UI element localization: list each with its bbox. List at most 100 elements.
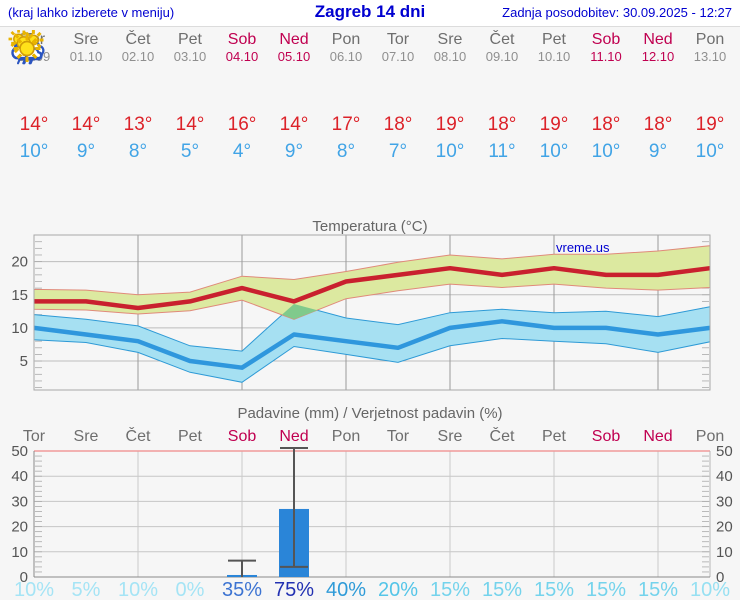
high-temp: 14°	[175, 114, 205, 135]
day-date: 10.10	[537, 49, 571, 64]
temperature-chart-title: Temperatura (°C)	[312, 218, 428, 235]
precip-day-label: Pon	[696, 428, 724, 445]
high-temp: 19°	[695, 114, 725, 135]
low-temp: 8°	[336, 141, 356, 162]
sunny-icon	[13, 35, 476, 109]
precip-probability: 15%	[430, 579, 470, 600]
cloudy-icon	[8, 34, 60, 109]
partly-cloudy-icon	[11, 30, 112, 109]
low-temp: 10°	[539, 141, 569, 162]
day-date: 05.10	[277, 49, 311, 64]
day-date: 12.10	[641, 49, 675, 64]
day-name: Sre	[437, 31, 463, 48]
forecast-day-column: Pet 10.10 19° 10°	[13, 30, 580, 165]
precip-day-label: Tor	[23, 428, 46, 445]
last-update-label: Zadnja posodobitev: 30.09.2025 - 12:27	[502, 5, 732, 20]
y-axis-tick-label: 50	[716, 443, 733, 460]
band-overlap	[282, 304, 318, 320]
day-date: 06.10	[329, 49, 363, 64]
low-temp: 8°	[128, 141, 148, 162]
y-axis-tick-label: 40	[716, 468, 733, 485]
day-name: Pon	[331, 31, 361, 48]
high-temp: 17°	[331, 114, 361, 135]
precip-probability: 40%	[326, 579, 366, 600]
low-temp: 9°	[284, 141, 304, 162]
precip-day-label: Sre	[74, 428, 99, 445]
precipitation-plot: Tor Sre Čet Pet Sob Ned Pon Tor Sre Čet Pet Sob Ned P…	[11, 426, 733, 600]
high-temp: 14°	[71, 114, 101, 135]
low-temp: 10°	[695, 141, 725, 162]
high-temp: 18°	[383, 114, 413, 135]
forecast-day-column: Pon 13.10 19° 10°	[13, 30, 736, 165]
precip-probability: 15%	[534, 579, 574, 600]
precip-probability: 15%	[482, 579, 522, 600]
forecast-day-column: Čet 02.10 13° 8°	[11, 30, 164, 165]
day-name: Čet	[489, 31, 515, 48]
day-date: 13.10	[693, 49, 727, 64]
precip-day-label: Pet	[542, 428, 567, 445]
forecast-day-column: Pon 06.10 17° 8°	[11, 30, 372, 165]
low-temp: 10°	[435, 141, 465, 162]
sunny-icon	[13, 35, 632, 109]
day-name: Pon	[695, 31, 725, 48]
precip-day-label: Tor	[387, 428, 410, 445]
precip-day-label: Sob	[592, 428, 621, 445]
low-temp: 9°	[76, 141, 96, 162]
precip-probability: 0%	[176, 579, 205, 600]
y-axis-tick-label: 50	[11, 443, 28, 460]
watermark-link[interactable]: vreme.us	[556, 240, 610, 255]
precip-day-label: Sob	[228, 428, 257, 445]
precipitation-chart-title: Padavine (mm) / Verjetnost padavin (%)	[237, 405, 503, 422]
precip-probability: 75%	[274, 579, 314, 600]
y-axis-tick-label: 20	[11, 519, 28, 536]
y-axis-tick-label: 5	[20, 353, 28, 370]
sunny-icon	[13, 35, 684, 109]
forecast-day-column: Čet 09.10 18° 11°	[13, 30, 528, 165]
menu-hint: (kraj lahko izberete v meniju)	[8, 5, 175, 20]
mostly-sunny-icon	[11, 30, 424, 109]
precip-probability: 15%	[586, 579, 626, 600]
precip-probability: 10%	[690, 579, 730, 600]
precip-probability: 5%	[72, 579, 101, 600]
precipitation-chart: Tor Sre Čet Pet Sob Ned Pon Tor Sre Čet Pet Sob Ned P…	[0, 400, 740, 600]
day-date: 03.10	[173, 49, 207, 64]
day-date: 07.10	[381, 49, 415, 64]
precip-day-label: Čet	[490, 426, 515, 445]
precip-probability: 15%	[638, 579, 678, 600]
day-date: 08.10	[433, 49, 467, 64]
y-axis-tick-label: 30	[11, 493, 28, 510]
day-name: Sob	[591, 31, 621, 48]
forecast-day-column: Ned 05.10 14° 9°	[8, 30, 320, 165]
high-temp: 14°	[279, 114, 309, 135]
sunny-icon	[13, 35, 216, 109]
temperature-plot: 5 10 15 20	[11, 234, 711, 391]
precip-day-label: Pon	[332, 428, 360, 445]
low-temp: 10°	[19, 141, 49, 162]
y-axis-tick-label: 10	[11, 320, 28, 337]
high-temp: 14°	[19, 114, 49, 135]
sun-rain-icon	[8, 30, 320, 109]
forecast-day-column: Sre 08.10 19° 10°	[13, 30, 476, 165]
partly-cloudy-icon	[11, 30, 372, 109]
y-axis-tick-label: 10	[11, 544, 28, 561]
low-temp: 9°	[648, 141, 668, 162]
high-temp: 18°	[487, 114, 517, 135]
precip-day-label: Čet	[126, 426, 151, 445]
day-date: 02.10	[121, 49, 155, 64]
high-temp: 16°	[227, 114, 257, 135]
day-name: Ned	[279, 31, 309, 48]
low-temp: 5°	[180, 141, 200, 162]
precip-day-label: Pet	[178, 428, 203, 445]
precip-probability: 10%	[14, 579, 54, 600]
forecast-day-column: Pet 03.10 14° 5°	[13, 30, 216, 165]
precip-probability: 35%	[222, 579, 262, 600]
day-date: 01.10	[69, 49, 103, 64]
page-title: Zagreb 14 dni	[314, 2, 426, 21]
low-temp: 7°	[388, 141, 408, 162]
min-temp-line	[33, 319, 711, 370]
high-temp: 18°	[591, 114, 621, 135]
low-temp: 11°	[488, 141, 516, 162]
day-date: 09.10	[485, 49, 519, 64]
